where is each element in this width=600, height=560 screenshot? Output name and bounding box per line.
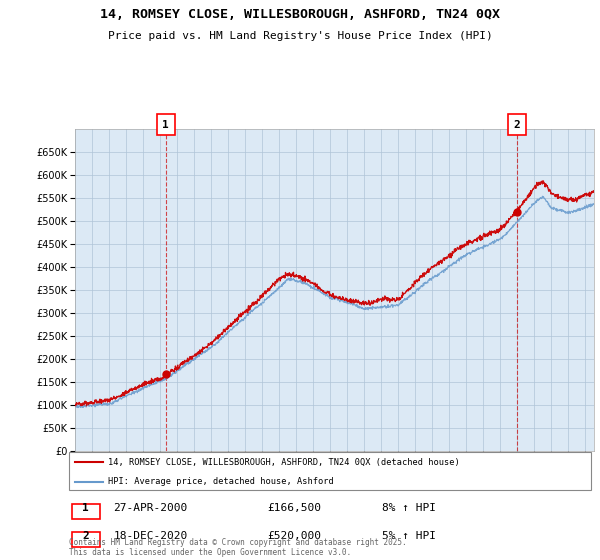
Text: 2: 2 (514, 119, 520, 129)
Text: 1: 1 (82, 503, 89, 513)
Text: 27-APR-2000: 27-APR-2000 (113, 503, 188, 513)
Text: 14, ROMSEY CLOSE, WILLESBOROUGH, ASHFORD, TN24 0QX (detached house): 14, ROMSEY CLOSE, WILLESBOROUGH, ASHFORD… (108, 458, 460, 466)
Text: 1: 1 (162, 119, 169, 129)
Text: HPI: Average price, detached house, Ashford: HPI: Average price, detached house, Ashf… (108, 477, 334, 486)
Text: Price paid vs. HM Land Registry's House Price Index (HPI): Price paid vs. HM Land Registry's House … (107, 31, 493, 41)
Text: 8% ↑ HPI: 8% ↑ HPI (382, 503, 436, 513)
Text: 5% ↑ HPI: 5% ↑ HPI (382, 531, 436, 541)
FancyBboxPatch shape (71, 532, 100, 547)
Text: £166,500: £166,500 (268, 503, 322, 513)
FancyBboxPatch shape (69, 452, 591, 490)
Text: £520,000: £520,000 (268, 531, 322, 541)
Text: 14, ROMSEY CLOSE, WILLESBOROUGH, ASHFORD, TN24 0QX: 14, ROMSEY CLOSE, WILLESBOROUGH, ASHFORD… (100, 8, 500, 21)
Text: Contains HM Land Registry data © Crown copyright and database right 2025.
This d: Contains HM Land Registry data © Crown c… (69, 538, 407, 557)
FancyBboxPatch shape (71, 504, 100, 519)
Text: 18-DEC-2020: 18-DEC-2020 (113, 531, 188, 541)
Text: 2: 2 (82, 531, 89, 541)
